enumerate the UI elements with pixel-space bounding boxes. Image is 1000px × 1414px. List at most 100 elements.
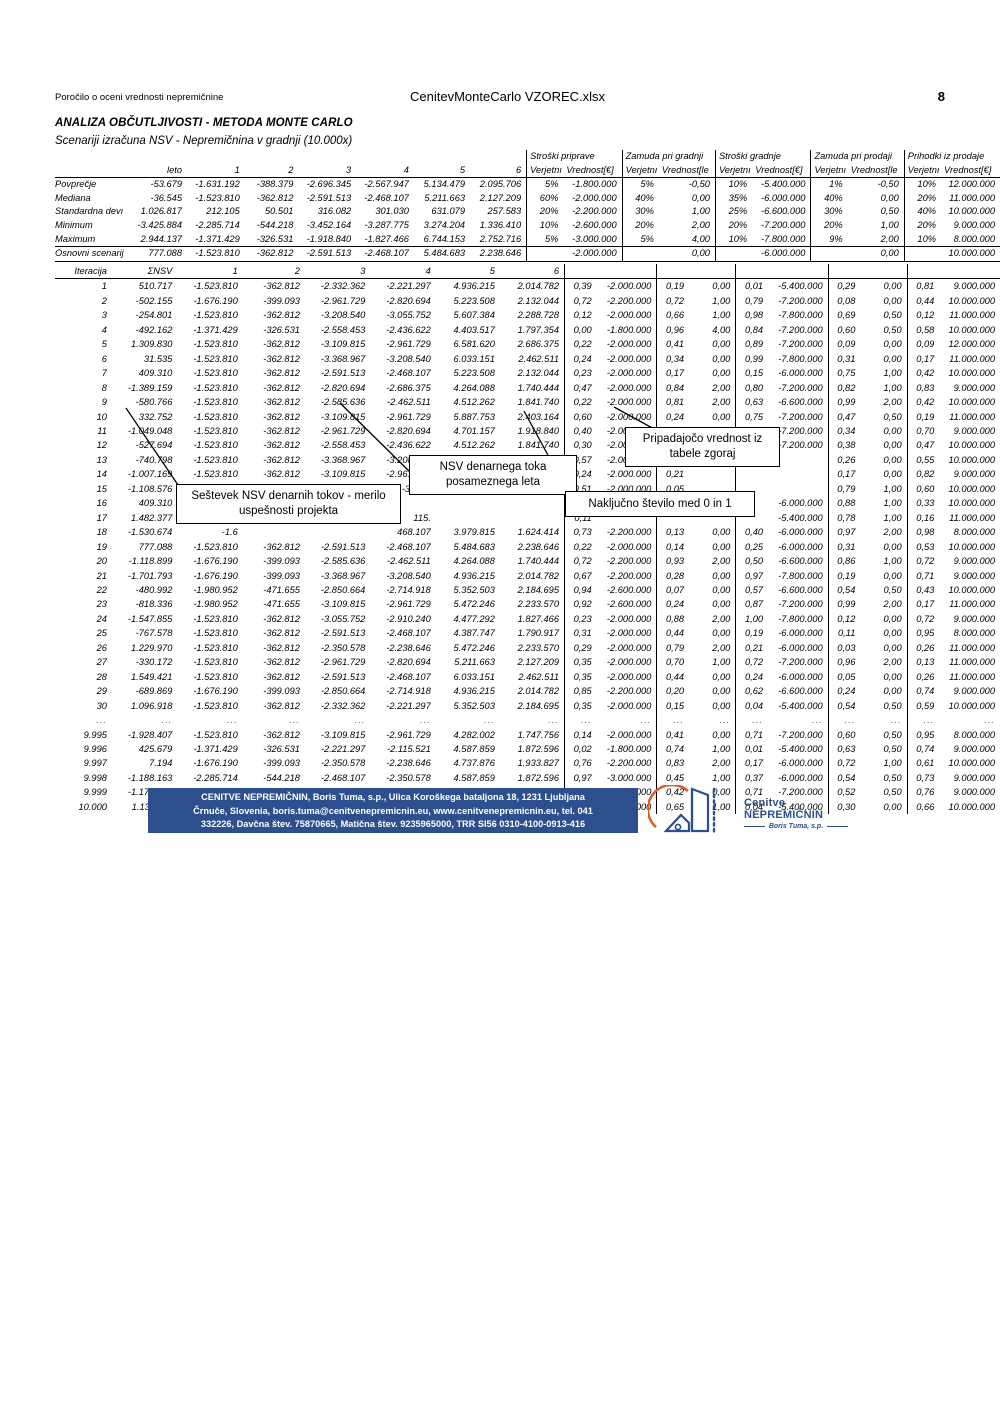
iteration-drawn-value: 1,00 — [712, 743, 731, 754]
iteration-random: 0,60 — [563, 409, 597, 424]
iteration-drawn-value: 12.000.000 — [948, 339, 995, 350]
iteration-index: 13 — [96, 454, 107, 465]
iteration-random: 0,33 — [906, 496, 940, 511]
iteration-year-npv: -2.332.362 — [320, 700, 366, 711]
iteration-random: 0,81 — [906, 278, 940, 294]
summary-year-value: 2.944.137 — [140, 233, 183, 244]
summary-group-value: -0,50 — [658, 177, 716, 192]
iteration-drawn-value: -7.200.000 — [778, 787, 823, 798]
iteration-random: 0,58 — [906, 322, 940, 338]
summary-group-value: -7.200.000 — [760, 219, 806, 230]
summary-year-value: 257.583 — [487, 206, 522, 217]
summary-year-value: -2.567.947 — [356, 177, 414, 192]
iteration-year-npv: -2.221.297 — [386, 700, 431, 711]
iteration-index: 19 — [96, 541, 107, 552]
iteration-index: 9 — [101, 397, 107, 408]
iteration-random: 0,19 — [906, 409, 940, 424]
iteration-random: 0,78 — [827, 510, 861, 526]
iteration-random: 0,17 — [735, 756, 769, 771]
iteration-random: 0,69 — [827, 308, 861, 323]
iteration-drawn-value: ... — [719, 715, 731, 726]
iteration-drawn-value: 0,00 — [883, 801, 902, 812]
iteration-random: 0,29 — [563, 640, 597, 656]
iteration-drawn-value: -2.600.000 — [606, 584, 652, 595]
summary-group-value: -3.000.000 — [572, 233, 617, 244]
iteration-random: 0,05 — [827, 669, 861, 685]
iteration-drawn-value: -2.000.000 — [606, 353, 652, 364]
iteration-year-npv: -362.812 — [263, 411, 300, 422]
iteration-sum-npv: -1.547.855 — [127, 613, 173, 624]
iteration-drawn-value: -2.200.000 — [606, 527, 652, 538]
iteration-drawn-value: -5.400.000 — [778, 801, 823, 812]
iteration-year-npv: -399.093 — [263, 758, 300, 769]
iteration-drawn-value: 1,00 — [883, 368, 902, 379]
iteration-year-npv: -2.468.107 — [386, 628, 431, 639]
iteration-index: 24 — [96, 613, 107, 624]
summary-prob-header: Verjetnı — [526, 163, 564, 178]
iteration-year-npv: -1.676.190 — [193, 758, 238, 769]
iteration-drawn-value: 0,00 — [712, 368, 731, 379]
iteration-drawn-value: 0,00 — [712, 599, 731, 610]
iteration-year-npv: -2.714.918 — [386, 584, 431, 595]
iteration-drawn-value: -7.200.000 — [778, 440, 823, 451]
iteration-sum-npv: -492.162 — [135, 324, 173, 335]
iteration-drawn-value: 0,00 — [712, 541, 731, 552]
summary-prob-value: 10% — [526, 218, 564, 233]
iteration-sum-npv: -1.389.159 — [127, 382, 173, 393]
summary-group-value: 4,00 — [691, 233, 710, 244]
iteration-drawn-value: 0,00 — [712, 339, 731, 350]
iteration-year-npv: -3.109.815 — [320, 469, 366, 480]
summary-row: Povprečje -53.679 -1.631.192 -388.379 -2.696… — [55, 177, 1000, 192]
summary-year-value: -53.679 — [129, 177, 188, 192]
iteration-drawn-value: 0,50 — [883, 772, 902, 783]
summary-prob-value: 40% — [903, 205, 942, 219]
iteration-index: 15 — [96, 483, 107, 494]
table-row: 25 -767.578 -1.523.810 -362.812 -2.591.513 -2… — [55, 626, 1000, 641]
iteration-year-npv: -3.055.752 — [386, 310, 431, 321]
iteration-drawn-value: 9.000.000 — [953, 570, 995, 581]
summary-year-header: 4 — [403, 164, 409, 175]
iteration-drawn-value: 0,50 — [883, 729, 902, 740]
iteration-drawn-value: -2.200.000 — [606, 758, 652, 769]
iteration-random: 0,30 — [827, 799, 861, 815]
iteration-year-npv: 1.841.740 — [517, 440, 559, 451]
iteration-random: 0,98 — [906, 525, 940, 540]
iteration-year-npv: 2.132.044 — [517, 295, 559, 306]
iteration-year-npv: -3.109.815 — [320, 599, 366, 610]
summary-prob-value: 10% — [903, 177, 942, 192]
iteration-year-npv: 468.107 — [397, 527, 431, 538]
iteration-year-npv: -3.208.540 — [370, 453, 435, 467]
callout-sum-of-npv: Seštevek NSV denarnih tokov - merilo usp… — [176, 484, 401, 524]
iteration-year-npv: -2.350.578 — [320, 642, 366, 653]
iteration-drawn-value: 0,50 — [883, 584, 902, 595]
iteration-drawn-value: -5.400.000 — [778, 512, 823, 523]
iteration-drawn-value: 0,00 — [712, 671, 731, 682]
summary-prob-value: 10% — [714, 177, 753, 192]
iteration-drawn-value: -2.000.000 — [606, 657, 652, 668]
summary-row: Maximum 2.944.137 -1.371.429 -326.531 -1.918… — [55, 232, 1000, 247]
iteration-year-npv: -1.523.810 — [193, 397, 238, 408]
iteration-year-npv: -2.468.107 — [386, 541, 431, 552]
iteration-drawn-value: 1,00 — [712, 657, 731, 668]
iteration-year-npv: 1.918.840 — [517, 425, 559, 436]
iteration-year-npv: -362.812 — [263, 628, 300, 639]
page-number: 8 — [937, 89, 945, 104]
iteration-year-npv: 5.223.508 — [453, 368, 495, 379]
iteration-index: 9.995 — [83, 729, 107, 740]
iteration-drawn-value: -6.000.000 — [778, 758, 823, 769]
summary-year-value: -2.285.714 — [195, 219, 240, 230]
iteration-drawn-value: 10.000.000 — [948, 700, 995, 711]
iteration-random: 0,13 — [906, 655, 940, 670]
iteration-random: 0,55 — [906, 452, 940, 468]
summary-year-value: 1.026.817 — [140, 206, 183, 217]
table-row: 29 -689.869 -1.676.190 -399.093 -2.850.664 -2… — [55, 684, 1000, 699]
iteration-year-npv: -1.980.952 — [193, 599, 238, 610]
iteration-year-npv: 4.264.088 — [453, 382, 495, 393]
summary-year-header: 6 — [515, 164, 522, 175]
summary-group-header: Prihodki iz prodaje — [903, 150, 1000, 164]
iteration-year-npv: -3.055.752 — [320, 613, 366, 624]
iteration-year-npv: -1.523.810 — [193, 411, 238, 422]
iteration-index: 20 — [96, 556, 107, 567]
iteration-year-npv: -2.910.240 — [386, 613, 431, 624]
iteration-drawn-value: -7.800.000 — [778, 613, 823, 624]
